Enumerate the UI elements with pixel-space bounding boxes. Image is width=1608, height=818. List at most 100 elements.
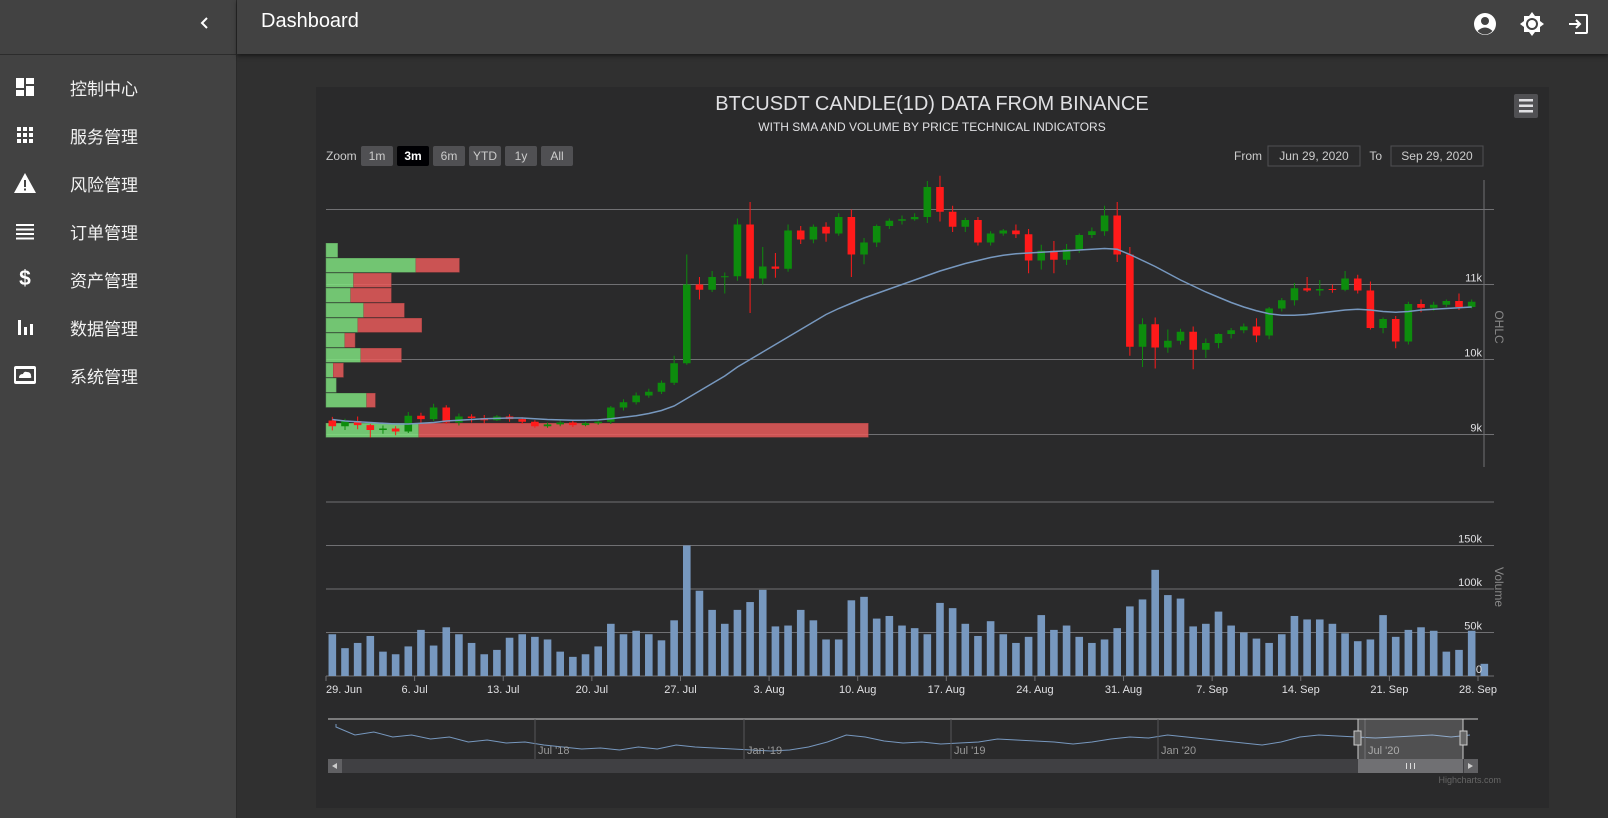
vbp-up-bar	[325, 288, 351, 303]
logout-button[interactable]	[1564, 10, 1592, 38]
volume-bar	[442, 627, 451, 676]
volume-bar	[860, 596, 868, 676]
candle	[569, 421, 577, 427]
vbp-up-bar	[325, 363, 334, 378]
volume-bar	[936, 602, 944, 676]
candle	[1442, 299, 1451, 307]
vbp-down-bar	[415, 258, 460, 273]
from-date-input[interactable]: Jun 29, 2020	[1267, 145, 1361, 167]
vbp-up-bar	[325, 303, 364, 318]
volume-bar	[1252, 638, 1261, 676]
theme-toggle-button[interactable]	[1518, 10, 1546, 38]
navigator-line	[335, 724, 1471, 752]
volume-bar	[1176, 598, 1185, 676]
vbp-down-bar	[353, 273, 392, 288]
collapse-sidebar-button[interactable]	[190, 8, 220, 38]
account-button[interactable]	[1471, 10, 1499, 38]
x-tick-label: 14. Sep	[1282, 684, 1320, 696]
candle	[986, 231, 995, 246]
volume-bar	[480, 654, 489, 676]
candle	[1303, 277, 1311, 292]
volume-bar	[809, 620, 818, 676]
volume-bar	[1227, 625, 1235, 676]
candle	[961, 217, 970, 232]
volume-bar	[556, 651, 564, 676]
to-date-input[interactable]: Sep 29, 2020	[1390, 145, 1484, 167]
volume-bar	[784, 625, 792, 676]
sidebar-item-risk-management[interactable]: 风险管理	[0, 161, 236, 205]
vbp-down-bar	[360, 348, 402, 363]
candle	[404, 412, 413, 433]
context-menu-button[interactable]	[1514, 94, 1538, 118]
axis-ticks: 9k 10k 11k 0 50k 100k 150k 29. Jun 6. Jul 13. Jul…	[325, 273, 1497, 696]
zoom-button-ytd[interactable]: YTD	[469, 146, 501, 166]
candle	[1062, 244, 1071, 265]
chart-card: BTCUSDT CANDLE(1D) DATA FROM BINANCE WIT…	[316, 87, 1549, 808]
candle	[1404, 301, 1413, 345]
volume-bar	[505, 637, 514, 676]
volume-bar	[885, 615, 894, 676]
navigator-label: Jul '19	[954, 745, 985, 757]
navigator-handle-right[interactable]	[1459, 730, 1468, 746]
candle	[417, 412, 425, 424]
volume-bar	[948, 608, 957, 676]
candle	[910, 213, 919, 221]
sidebar-item-order-management[interactable]: 订单管理	[0, 209, 236, 253]
volume-bar	[594, 646, 602, 676]
candle	[1277, 298, 1286, 312]
x-tick-label: 31. Aug	[1105, 684, 1142, 696]
volume-bar	[619, 634, 628, 676]
volume-tick-label: 50k	[1464, 621, 1482, 633]
x-tick-label: 21. Sep	[1370, 684, 1408, 696]
zoom-button-1m[interactable]: 1m	[361, 146, 393, 166]
sidebar-item-control-center[interactable]: 控制中心	[0, 65, 236, 109]
zoom-button-3m[interactable]: 3m	[397, 146, 429, 166]
zoom-button-label: 3m	[404, 149, 421, 163]
volume-bar	[695, 590, 704, 676]
candle	[809, 224, 818, 244]
sidebar-item-data-management[interactable]: 数据管理	[0, 305, 236, 349]
candle	[543, 422, 552, 428]
candle	[822, 222, 830, 242]
candle	[1366, 281, 1375, 330]
volume-tick-label: 0	[1476, 664, 1482, 676]
candle	[1328, 284, 1337, 293]
navigator[interactable]: Jul '18 Jan '19 Jul '19 Jan '20 Jul '20	[328, 718, 1478, 772]
zoom-button-label: 6m	[441, 149, 458, 163]
navigator-scrollbar[interactable]	[328, 759, 1478, 773]
sidebar-item-service-management[interactable]: 服务管理	[0, 113, 236, 157]
volume-bar	[404, 646, 413, 676]
volume-bar	[746, 602, 754, 676]
candle	[556, 420, 564, 427]
sidebar-item-asset-management[interactable]: $ 资产管理	[0, 257, 236, 301]
candle	[670, 355, 678, 385]
navigator-handle-left[interactable]	[1353, 730, 1362, 746]
candle	[429, 403, 438, 421]
candle	[1113, 202, 1122, 262]
candle	[898, 215, 906, 225]
volume-bar	[1050, 629, 1058, 676]
candle	[695, 277, 704, 300]
volume-bar	[1455, 649, 1463, 676]
navigator-label: Jul '20	[1368, 745, 1399, 757]
zoom-button-6m[interactable]: 6m	[433, 146, 465, 166]
sidebar-item-label: 控制中心	[70, 79, 138, 99]
volume-bar	[974, 635, 982, 676]
zoom-button-all[interactable]: All	[541, 146, 573, 166]
volume-bar	[581, 654, 590, 676]
candle	[834, 213, 843, 236]
candle	[1341, 271, 1349, 292]
candle	[847, 209, 856, 277]
candle	[1151, 317, 1159, 369]
x-tick-label: 17. Aug	[928, 684, 965, 696]
sidebar-item-system-management[interactable]: 系统管理	[0, 353, 236, 397]
candle	[353, 416, 362, 430]
scrollbar-grip-icon	[1406, 763, 1415, 769]
candle	[1265, 307, 1273, 340]
candle	[619, 399, 628, 411]
candle	[733, 218, 742, 281]
candle	[771, 253, 780, 278]
zoom-button-1y[interactable]: 1y	[505, 146, 537, 166]
candle	[1353, 274, 1362, 294]
candle	[1050, 241, 1058, 274]
